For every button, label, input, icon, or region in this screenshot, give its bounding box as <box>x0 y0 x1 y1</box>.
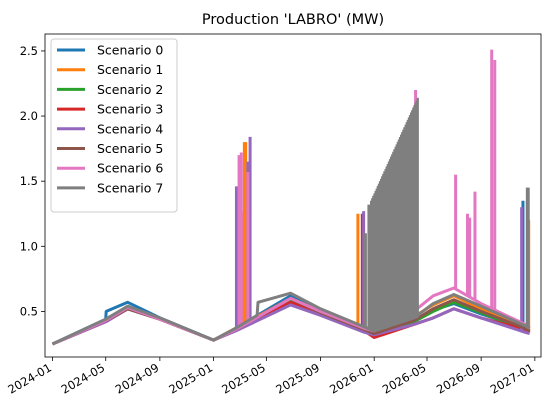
x-tick-label: 2025-09 <box>273 360 322 396</box>
x-tick-label: 2025-01 <box>166 360 215 396</box>
legend-label: Scenario 5 <box>97 141 163 156</box>
x-tick-label: 2027-01 <box>488 360 537 396</box>
y-tick-label: 2.0 <box>20 109 38 123</box>
legend-label: Scenario 4 <box>97 121 163 136</box>
series-oscillation <box>370 97 419 331</box>
y-tick-label: 2.5 <box>20 44 38 58</box>
legend-label: Scenario 3 <box>97 102 163 117</box>
y-tick-label: 1.0 <box>20 239 38 253</box>
legend-label: Scenario 7 <box>97 180 163 195</box>
legend-label: Scenario 0 <box>97 43 163 58</box>
series-line <box>51 291 531 346</box>
x-tick-label: 2024-05 <box>59 360 108 396</box>
chart-title: Production 'LABRO' (MW) <box>202 12 384 28</box>
x-tick-label: 2024-09 <box>113 360 162 396</box>
legend: Scenario 0 Scenario 1 Scenario 2 Scenario 3… <box>50 38 178 213</box>
legend-label: Scenario 1 <box>97 62 163 77</box>
series-7 <box>51 97 531 346</box>
legend-label: Scenario 2 <box>97 82 163 97</box>
legend-label: Scenario 6 <box>97 161 163 176</box>
x-tick-label: 2026-01 <box>327 360 376 396</box>
x-tick-label: 2025-05 <box>219 360 268 396</box>
x-tick-label: 2026-09 <box>434 360 483 396</box>
y-tick-label: 0.5 <box>20 304 38 318</box>
axes-frame <box>44 33 542 358</box>
x-tick-label: 2024-01 <box>5 360 54 396</box>
series-layer <box>51 49 531 346</box>
y-tick-label: 1.5 <box>20 174 38 188</box>
x-tick-label: 2026-05 <box>380 360 429 396</box>
